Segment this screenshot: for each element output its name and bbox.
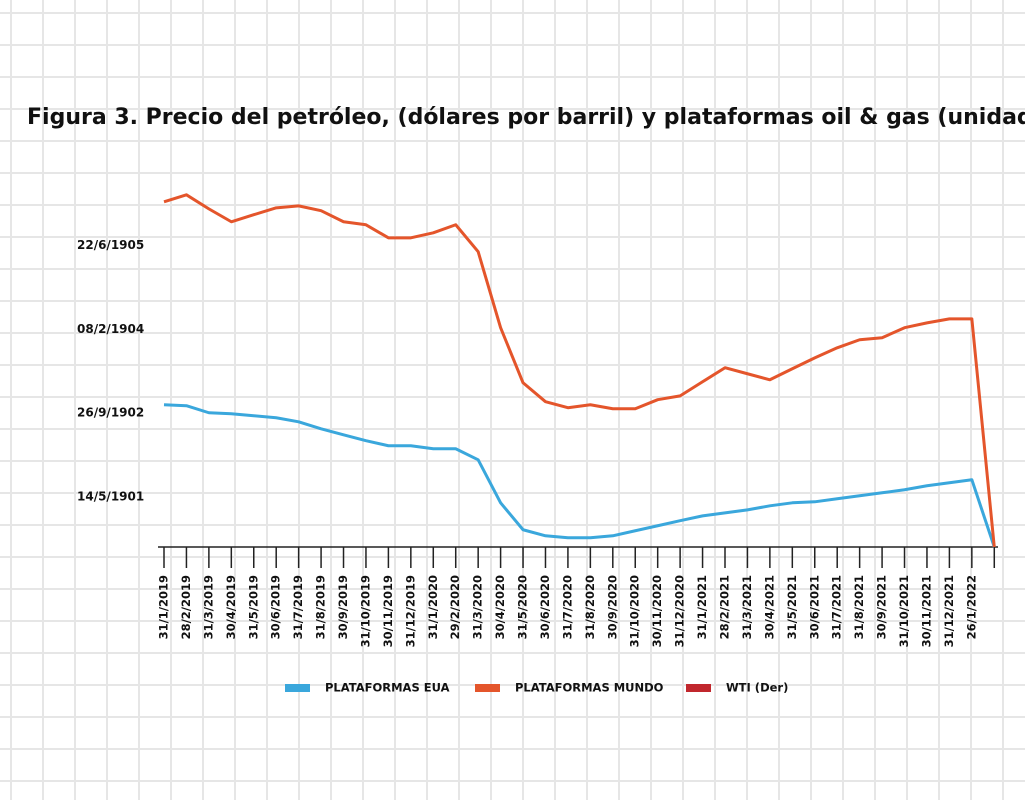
x-tick-label: 31/1/2020 [426, 575, 440, 639]
x-tick-label: 26/1/2022 [964, 575, 978, 639]
x-tick-label: 31/5/2021 [785, 575, 799, 639]
x-tick-label: 28/2/2021 [718, 575, 732, 639]
chart-title: Figura 3. Precio del petróleo, (dólares … [27, 105, 1025, 130]
x-tick-label: 28/2/2019 [179, 575, 193, 639]
x-tick-label: 30/11/2020 [650, 575, 664, 647]
y-tick-label: 26/9/1902 [77, 406, 144, 420]
x-tick-label: 31/1/2021 [695, 575, 709, 639]
x-tick-label: 31/3/2021 [740, 575, 754, 639]
legend-swatch [285, 684, 310, 692]
x-tick-label: 31/12/2019 [403, 575, 417, 647]
x-tick-label: 31/7/2021 [830, 575, 844, 639]
x-tick-label: 30/6/2019 [269, 575, 283, 639]
x-tick-label: 31/7/2020 [560, 575, 574, 639]
x-tick-label: 31/8/2019 [314, 575, 328, 639]
y-tick-label: 14/5/1901 [77, 489, 144, 503]
x-tick-label: 31/7/2019 [291, 575, 305, 639]
x-tick-label: 31/12/2021 [942, 575, 956, 647]
x-tick-label: 30/4/2020 [493, 575, 507, 639]
x-tick-label: 30/4/2021 [762, 575, 776, 639]
x-tick-label: 31/10/2020 [628, 575, 642, 647]
legend-label: PLATAFORMAS MUNDO [515, 681, 664, 695]
x-tick-label: 31/5/2020 [516, 575, 530, 639]
x-tick-label: 31/8/2021 [852, 575, 866, 639]
x-tick-label: 30/11/2021 [919, 575, 933, 647]
x-tick-label: 31/10/2021 [897, 575, 911, 647]
x-tick-label: 30/6/2021 [807, 575, 821, 639]
x-tick-label: 30/6/2020 [538, 575, 552, 639]
x-tick-label: 29/2/2020 [448, 575, 462, 639]
x-tick-label: 30/9/2021 [875, 575, 889, 639]
x-tick-label: 30/9/2020 [605, 575, 619, 639]
x-tick-label: 30/9/2019 [336, 575, 350, 639]
x-tick-label: 31/5/2019 [246, 575, 260, 639]
legend-swatch [475, 684, 500, 692]
x-tick-label: 31/1/2019 [157, 575, 171, 639]
x-tick-label: 30/11/2019 [381, 575, 395, 647]
series-line [163, 193, 996, 548]
legend-label: PLATAFORMAS EUA [325, 681, 450, 695]
x-tick-label: 31/12/2020 [673, 575, 687, 647]
y-tick-label: 08/2/1904 [77, 322, 144, 336]
x-tick-label: 30/4/2019 [224, 575, 238, 639]
series-line [163, 403, 996, 548]
x-tick-label: 31/3/2019 [201, 575, 215, 639]
x-tick-label: 31/10/2019 [358, 575, 372, 647]
x-tick-label: 31/3/2020 [471, 575, 485, 639]
legend-label: WTI (Der) [726, 681, 788, 695]
x-tick-label: 31/8/2020 [583, 575, 597, 639]
legend-swatch [686, 684, 711, 692]
y-tick-label: 22/6/1905 [77, 238, 144, 252]
